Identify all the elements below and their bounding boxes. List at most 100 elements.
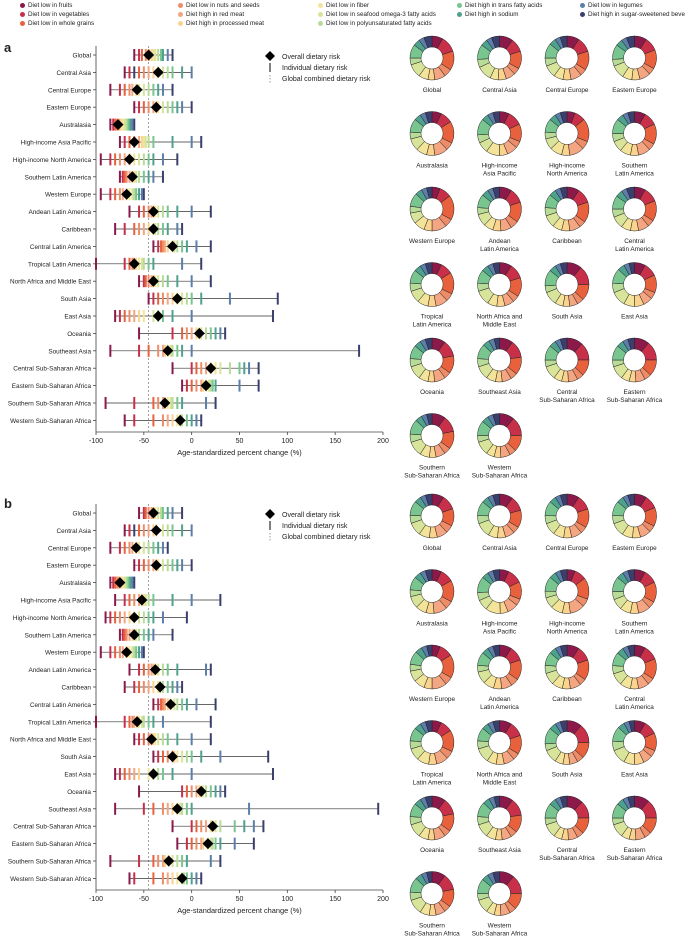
overall-risk-diamond [202, 838, 214, 850]
donut-label: Western [488, 465, 512, 472]
region-label: East Asia [64, 314, 91, 321]
region-label: Southeast Asia [48, 348, 91, 355]
overall-risk-diamond [147, 768, 159, 780]
donut-label: Sub-Saharan Africa [404, 473, 460, 480]
donut-slice [492, 111, 500, 124]
region-label: Western Sub-Saharan Africa [10, 418, 91, 425]
legend-swatch [457, 2, 462, 8]
region-label: Eastern Sub-Saharan Africa [12, 383, 92, 390]
donut-chart [477, 35, 522, 81]
x-tick-label: -100 [89, 438, 103, 445]
overall-risk-diamond [195, 785, 207, 797]
legend-item: Diet high in processed meat [178, 20, 264, 28]
region-label: High-income North America [13, 615, 92, 622]
legend-individual-label: Individual dietary risk [282, 65, 348, 72]
region-label: Central Latin America [30, 244, 92, 251]
legend-swatch [178, 20, 183, 26]
overall-risk-diamond [193, 327, 205, 339]
donut-slice [559, 35, 568, 48]
overall-risk-diamond [147, 206, 159, 218]
donut-label: Australasia [416, 163, 448, 170]
donut-label: Western Europe [409, 238, 456, 245]
donut-label: Oceania [420, 847, 444, 854]
donut-label: Central Asia [482, 87, 517, 94]
legend-label: Diet high in red meat [186, 11, 245, 18]
legend-swatch [20, 2, 25, 8]
overall-risk-diamond [128, 629, 140, 641]
donut-chart [612, 337, 657, 383]
donut-label: Eastern Europe [612, 87, 657, 94]
donut-slice [627, 493, 635, 506]
x-tick-label: 150 [329, 438, 341, 445]
donut-label: High-income [549, 163, 585, 170]
region-label: Oceania [67, 789, 91, 796]
donut-label: Sub-Saharan Africa [539, 855, 595, 862]
legend-label: Diet high in processed meat [186, 20, 265, 27]
donut-chart [409, 493, 455, 539]
region-label: Tropical Latin America [28, 719, 91, 726]
donut-label: Southern [622, 163, 648, 170]
overall-risk-diamond [112, 119, 124, 131]
donut-slice [491, 35, 500, 49]
donut-slice [425, 493, 433, 506]
x-tick-label: 200 [377, 438, 389, 445]
donut-chart [477, 569, 522, 614]
donut-label: Southeast Asia [478, 389, 521, 396]
donut-label: High-income [482, 621, 518, 628]
x-tick-label: 0 [190, 896, 194, 903]
donut-slice [492, 262, 500, 275]
donut-slice [627, 111, 635, 124]
donut-slice [492, 720, 500, 733]
donut-slice [424, 569, 433, 582]
region-label: Western Europe [45, 650, 92, 657]
donut-label: Southeast Asia [478, 847, 521, 854]
legend-item: Diet low in fiber [318, 2, 369, 10]
donut-chart [544, 186, 590, 232]
donut-label: Sub-Saharan Africa [607, 855, 663, 862]
overall-risk-diamond [167, 240, 179, 252]
legend-global-label: Global combined dietary risk [282, 534, 371, 541]
donut-chart [409, 569, 455, 614]
legend-item: Diet low in legumes [580, 2, 643, 10]
donut-label: Sub-Saharan Africa [539, 397, 595, 404]
donut-label: North America [547, 171, 588, 178]
region-label: Central Europe [48, 87, 91, 94]
panel-b-figure: -100 -50 0 50 100 150 200 Age-standardized perc… [8, 493, 663, 938]
legend-label: Diet high in trans fatty acids [465, 2, 543, 9]
donut-label: Sub-Saharan Africa [404, 931, 460, 938]
x-tick-label: -50 [139, 438, 149, 445]
donut-chart [409, 262, 455, 307]
donut-label: Asia Pacific [483, 171, 517, 178]
donut-label: North Africa and [477, 314, 523, 321]
overall-risk-diamond [152, 66, 164, 78]
donut-chart [612, 111, 657, 156]
x-tick-label: 150 [329, 896, 341, 903]
donut-label: Latin America [480, 704, 519, 711]
donut-label: Oceania [420, 389, 444, 396]
panel-label-b: b [4, 496, 12, 511]
donut-label: Eastern [623, 847, 645, 854]
donut-chart [409, 186, 455, 232]
donut-label: Eastern [623, 389, 645, 396]
legend-label: Diet low in vegetables [28, 11, 90, 18]
legend-label: Diet low in nuts and seeds [186, 2, 260, 9]
region-label: Caribbean [62, 227, 92, 234]
overall-risk-diamond [162, 345, 174, 357]
donut-slice [559, 262, 568, 275]
x-axis-title: Age-standardized percent change (%) [177, 448, 301, 457]
donut-slice [424, 337, 433, 350]
donut-label: Southern [419, 465, 445, 472]
region-label: Southern Sub-Saharan Africa [8, 401, 92, 408]
donut-slice [424, 795, 433, 808]
overall-risk-diamond [143, 49, 155, 61]
donut-slice [492, 569, 500, 582]
overall-risk-diamond [171, 803, 183, 815]
donut-slice [426, 186, 433, 199]
region-label: Western Sub-Saharan Africa [10, 876, 91, 883]
region-label: Southern Sub-Saharan Africa [8, 859, 92, 866]
region-label: Central Latin America [30, 702, 92, 709]
donut-chart [477, 871, 522, 916]
legend-item: Diet low in seafood omega-3 fatty acids [318, 11, 436, 19]
donut-label: North Africa and [477, 772, 523, 779]
legend-item: Diet low in whole grains [20, 20, 94, 28]
